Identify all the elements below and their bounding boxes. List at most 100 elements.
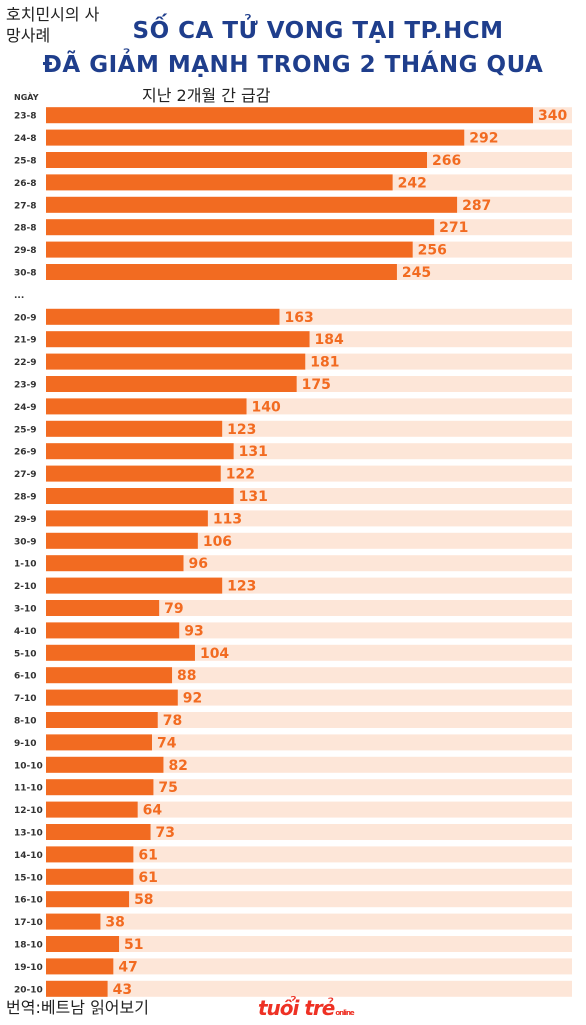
- korean-title-overlay: 호치민시의 사망사례: [6, 5, 100, 45]
- value-label: 43: [113, 982, 132, 998]
- value-label: 78: [163, 713, 182, 729]
- korean-subtitle-overlay: 지난 2개월 간 급감: [142, 86, 271, 105]
- category-label: 10-10: [14, 761, 43, 771]
- category-label: 21-9: [14, 336, 37, 346]
- value-label: 106: [203, 534, 232, 550]
- category-label: 7-10: [14, 694, 37, 704]
- category-label: 30-8: [14, 269, 37, 279]
- category-label: 12-10: [14, 806, 43, 816]
- row-stripe: [46, 868, 572, 885]
- category-label: 25-8: [14, 157, 37, 167]
- bar: [46, 353, 306, 370]
- category-label: 9-10: [14, 739, 37, 749]
- value-label: 181: [310, 355, 339, 371]
- value-label: 92: [183, 691, 202, 707]
- category-label: 4-10: [14, 627, 37, 637]
- chart-title-line-2: ĐÃ GIẢM MẠNH TRONG 2 THÁNG QUA: [42, 52, 544, 78]
- value-label: 175: [302, 377, 331, 393]
- bar: [46, 868, 134, 885]
- category-label: 24-8: [14, 134, 37, 144]
- row-stripe: [46, 756, 572, 773]
- bar: [46, 779, 154, 796]
- value-label: 75: [158, 780, 177, 796]
- row-stripe: [46, 824, 572, 840]
- value-label: 131: [239, 444, 268, 460]
- value-label: 82: [168, 758, 187, 774]
- category-label: 11-10: [14, 784, 43, 794]
- category-label: 8-10: [14, 717, 37, 727]
- row-stripe: [46, 936, 572, 952]
- logo-text: tuổi trẻ: [258, 996, 335, 1020]
- value-label: 122: [226, 467, 255, 483]
- value-label: 58: [134, 892, 153, 908]
- bar: [46, 420, 223, 437]
- value-label: 93: [184, 623, 203, 639]
- bar: [46, 712, 158, 728]
- value-label: 123: [227, 579, 256, 595]
- row-stripe: [46, 846, 572, 863]
- bar: [46, 196, 458, 213]
- translation-credit: 번역:베트남 읽어보기: [6, 998, 149, 1017]
- category-label: 1-10: [14, 560, 37, 570]
- bar: [46, 241, 413, 258]
- value-label: 266: [432, 153, 461, 169]
- bar: [46, 107, 533, 124]
- chart-title-line-1: SỐ CA TỬ VONG TẠI TP.HCM: [132, 18, 504, 44]
- bar: [46, 600, 160, 616]
- category-label: 23-9: [14, 381, 37, 391]
- bar: [46, 129, 465, 146]
- bar: [46, 510, 208, 527]
- value-label: 292: [469, 131, 498, 147]
- value-label: 340: [538, 108, 567, 124]
- bar: [46, 980, 108, 997]
- value-label: 74: [157, 735, 177, 751]
- value-label: 61: [138, 847, 157, 863]
- category-label: 20-10: [14, 985, 43, 995]
- bar: [46, 443, 234, 460]
- value-label: 96: [189, 556, 208, 572]
- category-label: ...: [14, 291, 24, 301]
- row-stripe: [46, 801, 572, 818]
- tuoi-tre-logo: tuổi trẻonline: [258, 996, 355, 1020]
- value-label: 256: [418, 243, 447, 259]
- value-label: 242: [398, 175, 427, 191]
- value-label: 88: [177, 668, 196, 684]
- category-label: 29-8: [14, 246, 37, 256]
- category-label: 15-10: [14, 873, 43, 883]
- row-stripe: [46, 980, 572, 997]
- bar: [46, 958, 114, 975]
- row-stripe: [46, 734, 572, 751]
- category-label: 19-10: [14, 963, 43, 973]
- category-label: 18-10: [14, 941, 43, 951]
- logo-small-text: online: [335, 1009, 354, 1017]
- category-label: 26-8: [14, 179, 37, 189]
- value-label: 113: [213, 511, 242, 527]
- bar: [46, 734, 152, 751]
- bar: [46, 577, 223, 594]
- row-stripe: [46, 891, 572, 908]
- value-label: 64: [143, 803, 163, 819]
- category-label: 14-10: [14, 851, 43, 861]
- value-label: 38: [105, 915, 124, 931]
- category-label: 13-10: [14, 829, 43, 839]
- bar: [46, 488, 234, 504]
- bar: [46, 264, 397, 280]
- value-label: 123: [227, 422, 256, 438]
- row-stripe: [46, 600, 572, 616]
- bar: [46, 622, 180, 639]
- category-label: 5-10: [14, 649, 37, 659]
- value-label: 163: [284, 310, 313, 326]
- value-label: 271: [439, 220, 468, 236]
- value-label: 287: [462, 198, 491, 214]
- value-label: 73: [156, 825, 175, 841]
- bar: [46, 644, 195, 661]
- category-label: 28-8: [14, 224, 37, 234]
- bar: [46, 555, 184, 572]
- bar: [46, 219, 435, 236]
- bar: [46, 913, 101, 930]
- category-label: 28-9: [14, 493, 37, 503]
- category-label: 23-8: [14, 112, 37, 122]
- row-stripe: [46, 958, 572, 975]
- category-label: 27-8: [14, 201, 37, 211]
